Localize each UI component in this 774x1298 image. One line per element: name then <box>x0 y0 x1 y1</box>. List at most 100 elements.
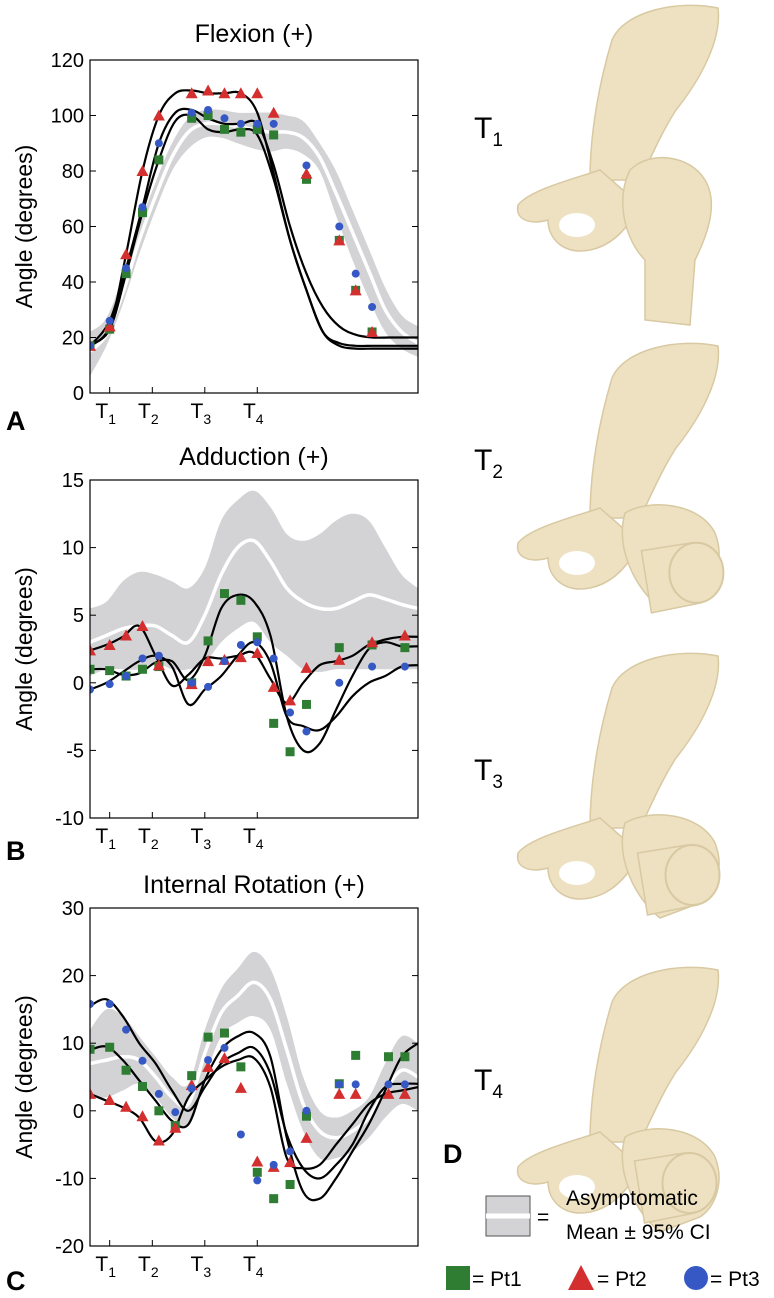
marker-pt2 <box>284 694 297 706</box>
marker-pt3 <box>236 119 245 128</box>
marker-pt3 <box>105 999 114 1008</box>
time-marker-label: T4 <box>243 825 264 852</box>
plot-area <box>90 84 418 377</box>
bone-ilium <box>589 966 720 1143</box>
time-marker-label: T2 <box>138 825 159 852</box>
marker-pt2 <box>152 109 165 121</box>
y-tick-label: 10 <box>62 1033 84 1055</box>
marker-pt3 <box>122 264 131 273</box>
marker-pt2 <box>251 647 264 659</box>
ci-band <box>90 951 418 1161</box>
marker-pt2 <box>349 1087 362 1099</box>
marker-pt2 <box>185 87 198 99</box>
marker-pt1 <box>269 130 279 140</box>
marker-pt3 <box>384 1080 393 1089</box>
marker-pt1 <box>203 636 213 646</box>
y-axis-label: Angle (degrees) <box>11 995 37 1159</box>
marker-pt2 <box>251 1155 264 1167</box>
mean-line <box>90 121 418 353</box>
legend-equals: = <box>537 1206 549 1229</box>
y-tick-label: 0 <box>73 383 84 405</box>
y-axis-label: Angle (degrees) <box>11 567 37 731</box>
marker-pt2 <box>267 106 280 118</box>
chart-title: Flexion (+) <box>195 20 314 48</box>
marker-pt2 <box>152 1134 165 1146</box>
bone-foramen <box>559 861 595 885</box>
marker-pt2 <box>234 87 247 99</box>
marker-pt2 <box>284 1156 297 1168</box>
ci-band <box>90 490 418 676</box>
marker-pt3 <box>187 678 196 687</box>
time-marker-sub: 4 <box>256 1264 264 1280</box>
series-line-pt2 <box>90 1055 418 1170</box>
marker-pt1 <box>187 1071 197 1081</box>
panel-letter-d: D <box>443 1139 463 1169</box>
y-tick-label: 20 <box>62 328 84 350</box>
marker-pt2 <box>234 1081 247 1093</box>
ci-band <box>90 109 418 377</box>
bone-pubis <box>516 817 641 900</box>
marker-pt1 <box>285 747 295 757</box>
hip-bone-1 <box>516 4 720 326</box>
bone-femur-cut <box>664 844 721 906</box>
marker-pt3 <box>154 1089 163 1098</box>
marker-pt3 <box>138 1056 147 1065</box>
time-marker-main: T <box>190 1253 203 1276</box>
marker-pt3 <box>302 727 311 736</box>
hip-bone-3 <box>516 652 721 919</box>
marker-pt1 <box>137 664 147 674</box>
marker-pt2 <box>366 325 379 337</box>
marker-pt3 <box>253 1176 262 1185</box>
panel-letter-a: A <box>6 406 26 436</box>
marker-pt3 <box>220 657 229 666</box>
panel-letter-b: B <box>6 836 26 866</box>
marker-pt3 <box>253 638 262 647</box>
time-marker-main: T <box>95 400 108 423</box>
bone-time-label: T2 <box>474 444 503 483</box>
marker-pt3 <box>351 269 360 278</box>
chart-title: Internal Rotation (+) <box>143 871 365 899</box>
marker-pt2 <box>120 629 133 641</box>
time-marker-main: T <box>190 400 203 423</box>
marker-pt2 <box>366 636 379 648</box>
bone-femur-cut <box>668 541 725 604</box>
time-marker-sub: 2 <box>151 836 159 852</box>
marker-pt2 <box>136 165 149 176</box>
bone-time-main: T <box>474 444 492 477</box>
marker-pt1 <box>187 113 197 123</box>
marker-pt2 <box>103 320 116 332</box>
legend-pt2-label: = Pt2 <box>597 1268 647 1291</box>
marker-pt1 <box>285 1179 295 1189</box>
marker-pt1 <box>269 1194 279 1204</box>
marker-pt1 <box>301 1111 311 1121</box>
time-marker-label: T3 <box>190 400 211 427</box>
marker-pt2 <box>152 659 165 671</box>
legend-pt2-marker <box>568 1265 594 1290</box>
chart-title: Adduction (+) <box>179 443 328 471</box>
plot-frame <box>89 907 419 1247</box>
marker-pt1 <box>219 589 229 599</box>
time-marker-sub: 4 <box>256 836 264 852</box>
time-marker-main: T <box>138 1253 151 1276</box>
bone-foramen <box>559 1175 595 1199</box>
marker-pt2 <box>202 655 215 667</box>
marker-pt1 <box>105 666 115 676</box>
legend-band-label-2: Mean ± 95% CI <box>566 1221 711 1244</box>
marker-pt3 <box>154 651 163 660</box>
y-tick-label: 0 <box>73 673 84 695</box>
marker-pt3 <box>154 139 163 148</box>
marker-pt3 <box>236 1130 245 1139</box>
bone-time-sub: 4 <box>492 1082 503 1103</box>
marker-pt3 <box>236 640 245 649</box>
marker-pt3 <box>335 678 344 687</box>
time-marker-sub: 1 <box>108 1264 116 1280</box>
plot-area <box>90 951 418 1204</box>
marker-pt3 <box>204 682 213 691</box>
marker-pt3 <box>187 108 196 117</box>
time-marker-label: T4 <box>243 400 264 427</box>
time-marker-main: T <box>243 825 256 848</box>
time-marker-main: T <box>138 400 151 423</box>
bone-ilium <box>589 4 720 181</box>
marker-pt2 <box>398 629 411 641</box>
y-tick-label: 5 <box>73 605 84 627</box>
